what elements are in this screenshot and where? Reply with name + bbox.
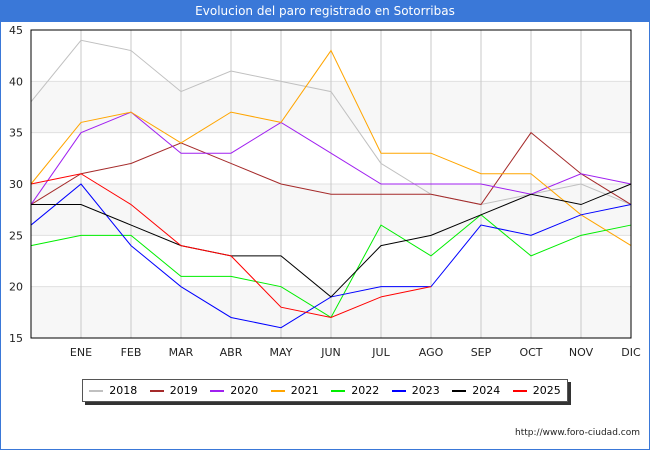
y-tick-label: 30 xyxy=(9,178,23,191)
legend-item-2020: 2020 xyxy=(210,384,258,397)
legend-label: 2021 xyxy=(290,384,319,397)
legend-swatch xyxy=(331,389,346,392)
y-tick-label: 40 xyxy=(9,75,23,88)
series-line-2019 xyxy=(30,131,632,206)
x-tick-label: JUN xyxy=(320,346,341,359)
legend-swatch xyxy=(210,389,225,392)
x-tick-label: OCT xyxy=(519,346,542,359)
y-tick-label: 45 xyxy=(9,24,23,37)
legend-item-2019: 2019 xyxy=(149,384,198,397)
legend-item-2025: 2025 xyxy=(512,384,561,397)
x-tick-label: SEP xyxy=(471,346,492,359)
legend-swatch xyxy=(89,389,104,392)
x-tick-label: NOV xyxy=(569,346,594,359)
plot-border xyxy=(30,29,632,339)
series-line-2025 xyxy=(30,173,432,318)
chart-title: Evolucion del paro registrado en Sotorri… xyxy=(0,0,650,22)
y-tick-label: 15 xyxy=(9,332,23,345)
legend-item-2021: 2021 xyxy=(270,384,319,397)
legend-swatch xyxy=(452,389,467,392)
legend-item-2022: 2022 xyxy=(331,384,379,397)
footer-url: http://www.foro-ciudad.com xyxy=(515,428,640,438)
legend-item-2023: 2023 xyxy=(391,384,440,397)
x-tick-label: MAR xyxy=(169,346,194,359)
series-line-2024 xyxy=(31,183,632,298)
x-tick-label: AGO xyxy=(419,346,444,359)
legend-label: 2025 xyxy=(532,384,561,397)
series-line-2021 xyxy=(30,49,632,247)
x-tick-label: JUL xyxy=(371,346,390,359)
y-tick-label: 20 xyxy=(9,281,23,294)
legend-item-2024: 2024 xyxy=(452,384,500,397)
legend-swatch xyxy=(149,389,164,392)
x-tick-label: DIC xyxy=(621,346,641,359)
legend-label: 2023 xyxy=(411,384,440,397)
legend-label: 2018 xyxy=(109,384,138,397)
legend-swatch xyxy=(270,389,285,392)
x-tick-label: MAY xyxy=(270,346,293,359)
legend-label: 2024 xyxy=(472,384,501,397)
legend: 2018 2019 2020 2021 2022 2023 2024 2025 xyxy=(82,379,568,402)
y-tick-label: 25 xyxy=(9,229,23,242)
y-tick-label: 35 xyxy=(9,127,23,140)
legend-swatch xyxy=(512,389,527,392)
x-tick-label: ENE xyxy=(70,346,92,359)
x-tick-label: ABR xyxy=(220,346,243,359)
legend-label: 2019 xyxy=(169,384,198,397)
legend-label: 2022 xyxy=(351,384,380,397)
legend-swatch xyxy=(391,389,406,392)
legend-label: 2020 xyxy=(230,384,259,397)
x-tick-label: FEB xyxy=(121,346,142,359)
legend-item-2018: 2018 xyxy=(89,384,137,397)
